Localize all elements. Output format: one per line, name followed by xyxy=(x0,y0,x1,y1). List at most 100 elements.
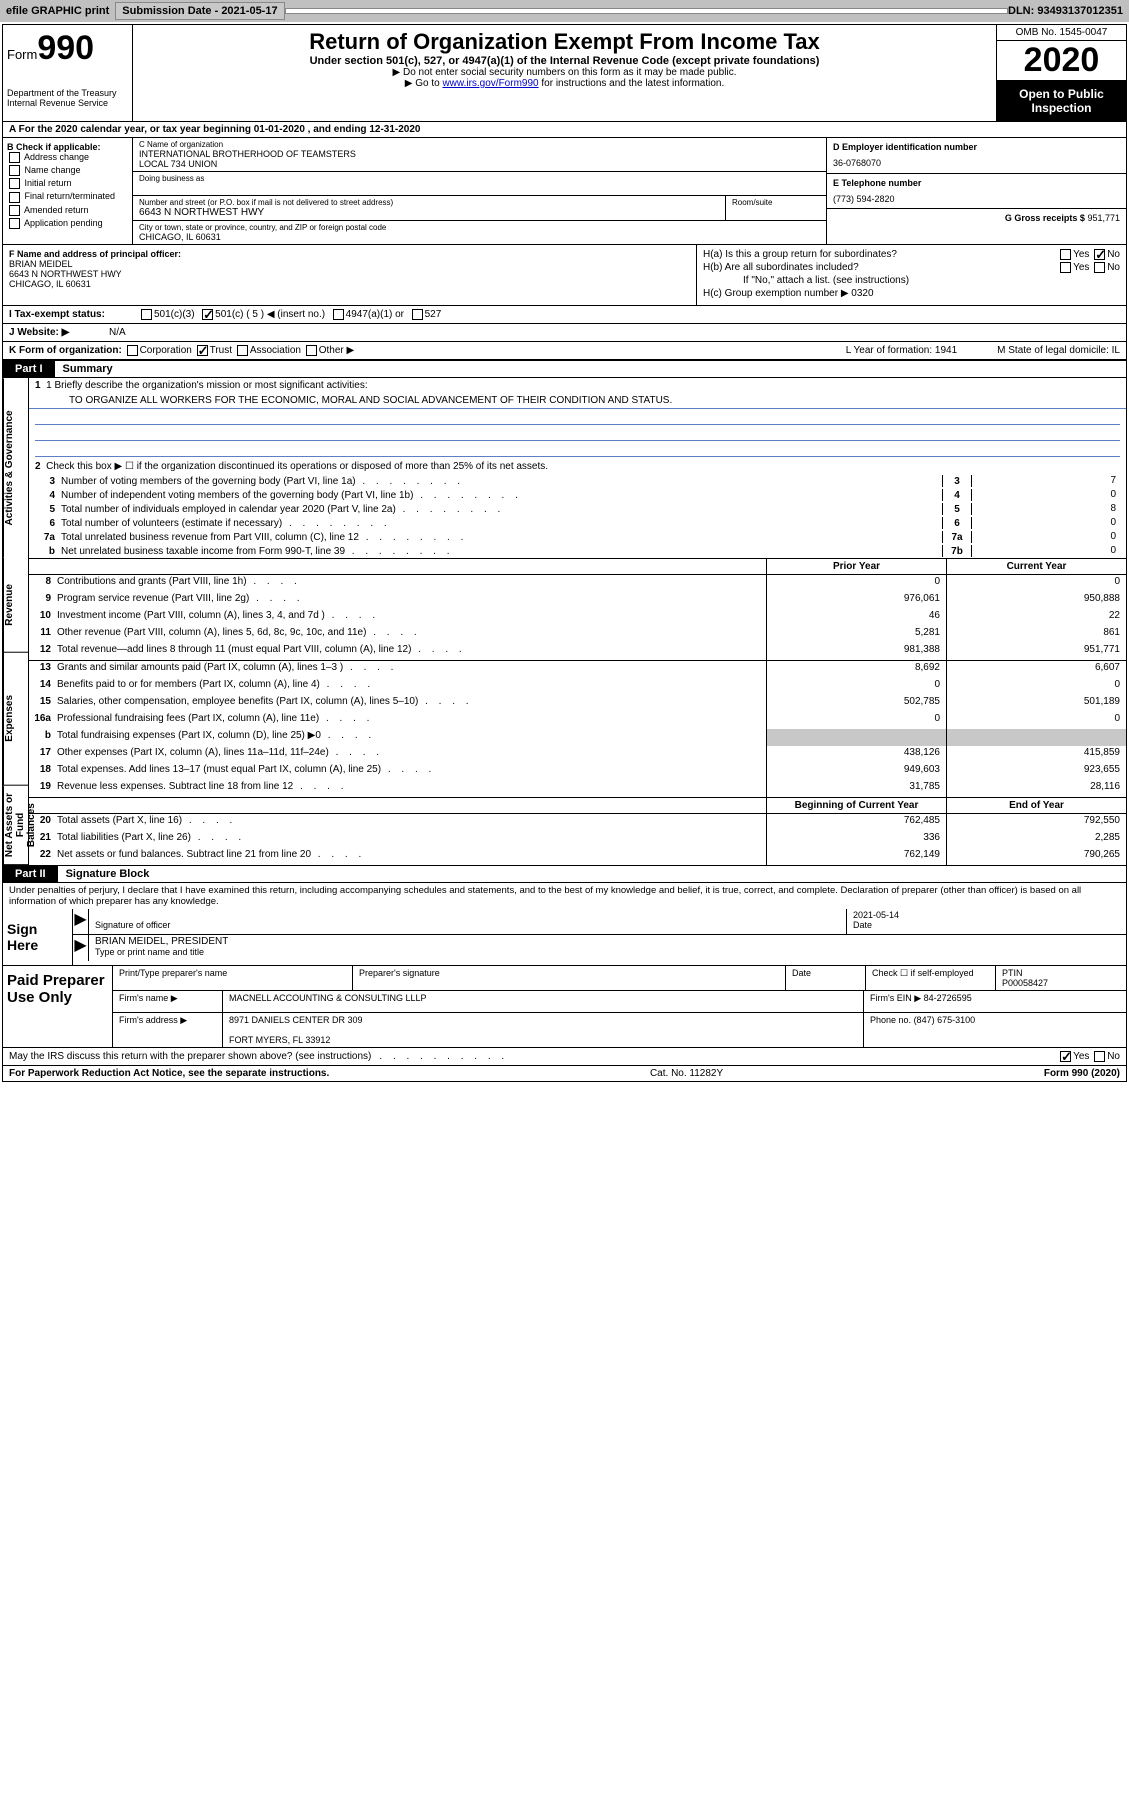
p1-line-21: 21Total liabilities (Part X, line 26) . … xyxy=(29,831,1126,848)
header-left: Form990 Department of the Treasury Inter… xyxy=(3,25,133,121)
sig-arrow-1: ▶ xyxy=(73,909,89,934)
k-corp[interactable] xyxy=(127,345,138,356)
row-i: I Tax-exempt status: 501(c)(3) 501(c) ( … xyxy=(3,306,1126,324)
part1-body: Activities & Governance Revenue Expenses… xyxy=(3,378,1126,865)
p1-line-22: 22Net assets or fund balances. Subtract … xyxy=(29,848,1126,865)
box-d: D Employer identification number 36-0768… xyxy=(827,138,1126,174)
col-b: B Check if applicable: Address change Na… xyxy=(3,138,133,244)
c-room: Room/suite xyxy=(726,196,826,220)
form-title: Return of Organization Exempt From Incom… xyxy=(141,29,988,55)
preparer-label: Paid Preparer Use Only xyxy=(3,966,113,1047)
p1-line-b: bNet unrelated business taxable income f… xyxy=(29,544,1126,558)
p1-line-5: 5Total number of individuals employed in… xyxy=(29,502,1126,516)
form-word: Form xyxy=(7,47,37,62)
i-501c[interactable] xyxy=(202,309,213,320)
submission-blank xyxy=(285,8,1008,14)
p1-line-7a: 7aTotal unrelated business revenue from … xyxy=(29,530,1126,544)
dln: DLN: 93493137012351 xyxy=(1008,5,1129,17)
box-e: E Telephone number (773) 594-2820 xyxy=(827,174,1126,210)
k-assoc[interactable] xyxy=(237,345,248,356)
i-4947[interactable] xyxy=(333,309,344,320)
note-link: ▶ Go to www.irs.gov/Form990 for instruct… xyxy=(141,78,988,89)
p1-line-15: 15Salaries, other compensation, employee… xyxy=(29,695,1126,712)
efile-label: efile GRAPHIC print xyxy=(0,5,115,17)
p1-line-6: 6Total number of volunteers (estimate if… xyxy=(29,516,1126,530)
hb-yes[interactable] xyxy=(1060,262,1071,273)
chk-final[interactable]: Final return/terminated xyxy=(7,191,128,202)
m-state: M State of legal domicile: IL xyxy=(997,345,1120,356)
p1-line-16a: 16aProfessional fundraising fees (Part I… xyxy=(29,712,1126,729)
open-to-public: Open to Public Inspection xyxy=(997,81,1126,121)
q2: 2 Check this box ▶ ☐ if the organization… xyxy=(29,457,1126,474)
box-h: H(a) Is this a group return for subordin… xyxy=(696,245,1126,305)
prep-row-1: Print/Type preparer's name Preparer's si… xyxy=(113,966,1126,991)
omb: OMB No. 1545-0047 xyxy=(997,25,1126,41)
p1-line-18: 18Total expenses. Add lines 13–17 (must … xyxy=(29,763,1126,780)
p1-line-17: 17Other expenses (Part IX, column (A), l… xyxy=(29,746,1126,763)
c-city: City or town, state or province, country… xyxy=(133,221,826,244)
col-c: C Name of organization INTERNATIONAL BRO… xyxy=(133,138,826,244)
c-dba: Doing business as xyxy=(133,172,826,196)
i-527[interactable] xyxy=(412,309,423,320)
footer-left: For Paperwork Reduction Act Notice, see … xyxy=(9,1068,329,1079)
p1-line-12: 12Total revenue—add lines 8 through 11 (… xyxy=(29,643,1126,660)
ha-label: H(a) Is this a group return for subordin… xyxy=(703,249,897,260)
chk-pending[interactable]: Application pending xyxy=(7,218,128,229)
prep-row-2: Firm's name ▶ MACNELL ACCOUNTING & CONSU… xyxy=(113,991,1126,1013)
p1-line-4: 4Number of independent voting members of… xyxy=(29,488,1126,502)
row-j: J Website: ▶ N/A xyxy=(3,324,1126,342)
chk-address[interactable]: Address change xyxy=(7,152,128,163)
c-street: Number and street (or P.O. box if mail i… xyxy=(133,196,726,220)
c-name: C Name of organization INTERNATIONAL BRO… xyxy=(133,138,826,172)
p1-line-b: bTotal fundraising expenses (Part IX, co… xyxy=(29,729,1126,746)
preparer-block: Paid Preparer Use Only Print/Type prepar… xyxy=(3,966,1126,1048)
box-f: F Name and address of principal officer:… xyxy=(3,245,696,305)
q1-value: TO ORGANIZE ALL WORKERS FOR THE ECONOMIC… xyxy=(29,393,1126,409)
prep-row-3: Firm's address ▶ 8971 DANIELS CENTER DR … xyxy=(113,1013,1126,1047)
form-outer: Form990 Department of the Treasury Inter… xyxy=(2,24,1127,1082)
part2-header: Part II Signature Block xyxy=(3,865,1126,883)
sign-block: Sign Here ▶ Signature of officer 2021-05… xyxy=(3,909,1126,966)
p2-declaration: Under penalties of perjury, I declare th… xyxy=(3,883,1126,909)
irs-link[interactable]: www.irs.gov/Form990 xyxy=(442,78,538,89)
row-k: K Form of organization: Corporation Trus… xyxy=(3,342,1126,360)
i-501c3[interactable] xyxy=(141,309,152,320)
hb-note: If "No," attach a list. (see instruction… xyxy=(703,275,1120,286)
col-de: D Employer identification number 36-0768… xyxy=(826,138,1126,244)
k-trust[interactable] xyxy=(197,345,208,356)
sign-here: Sign Here xyxy=(3,909,73,965)
q1-label: 1 1 Briefly describe the organization's … xyxy=(29,378,1126,393)
k-other[interactable] xyxy=(306,345,317,356)
note-ssn: ▶ Do not enter social security numbers o… xyxy=(141,67,988,78)
form-header: Form990 Department of the Treasury Inter… xyxy=(3,25,1126,122)
l-year: L Year of formation: 1941 xyxy=(846,345,957,356)
year: 2020 xyxy=(997,41,1126,81)
box-g: G Gross receipts $ 951,771 xyxy=(827,209,1126,244)
discuss-yes[interactable] xyxy=(1060,1051,1071,1062)
form-subtitle: Under section 501(c), 527, or 4947(a)(1)… xyxy=(141,55,988,67)
footer: For Paperwork Reduction Act Notice, see … xyxy=(3,1066,1126,1081)
row-a: A For the 2020 calendar year, or tax yea… xyxy=(3,122,1126,138)
p1-line-11: 11Other revenue (Part VIII, column (A), … xyxy=(29,626,1126,643)
header-mid: Return of Organization Exempt From Incom… xyxy=(133,25,996,121)
na-header: Beginning of Current Year End of Year xyxy=(29,797,1126,814)
submission-date: Submission Date - 2021-05-17 xyxy=(115,2,284,20)
discuss-no[interactable] xyxy=(1094,1051,1105,1062)
b-label: B Check if applicable: xyxy=(7,142,128,152)
p1-line-3: 3Number of voting members of the governi… xyxy=(29,474,1126,488)
block-bcd: B Check if applicable: Address change Na… xyxy=(3,138,1126,245)
side-labels: Activities & Governance Revenue Expenses… xyxy=(3,378,29,865)
header-right: OMB No. 1545-0047 2020 Open to Public In… xyxy=(996,25,1126,121)
chk-name[interactable]: Name change xyxy=(7,165,128,176)
block-fh: F Name and address of principal officer:… xyxy=(3,245,1126,306)
chk-initial[interactable]: Initial return xyxy=(7,178,128,189)
dept: Department of the Treasury Internal Reve… xyxy=(7,88,128,108)
p1-line-14: 14Benefits paid to or for members (Part … xyxy=(29,678,1126,695)
footer-right: Form 990 (2020) xyxy=(1044,1068,1120,1079)
sig-officer[interactable]: Signature of officer xyxy=(89,909,846,934)
ha-no[interactable] xyxy=(1094,249,1105,260)
chk-amended[interactable]: Amended return xyxy=(7,205,128,216)
ha-yes[interactable] xyxy=(1060,249,1071,260)
hb-no[interactable] xyxy=(1094,262,1105,273)
top-bar: efile GRAPHIC print Submission Date - 20… xyxy=(0,0,1129,22)
